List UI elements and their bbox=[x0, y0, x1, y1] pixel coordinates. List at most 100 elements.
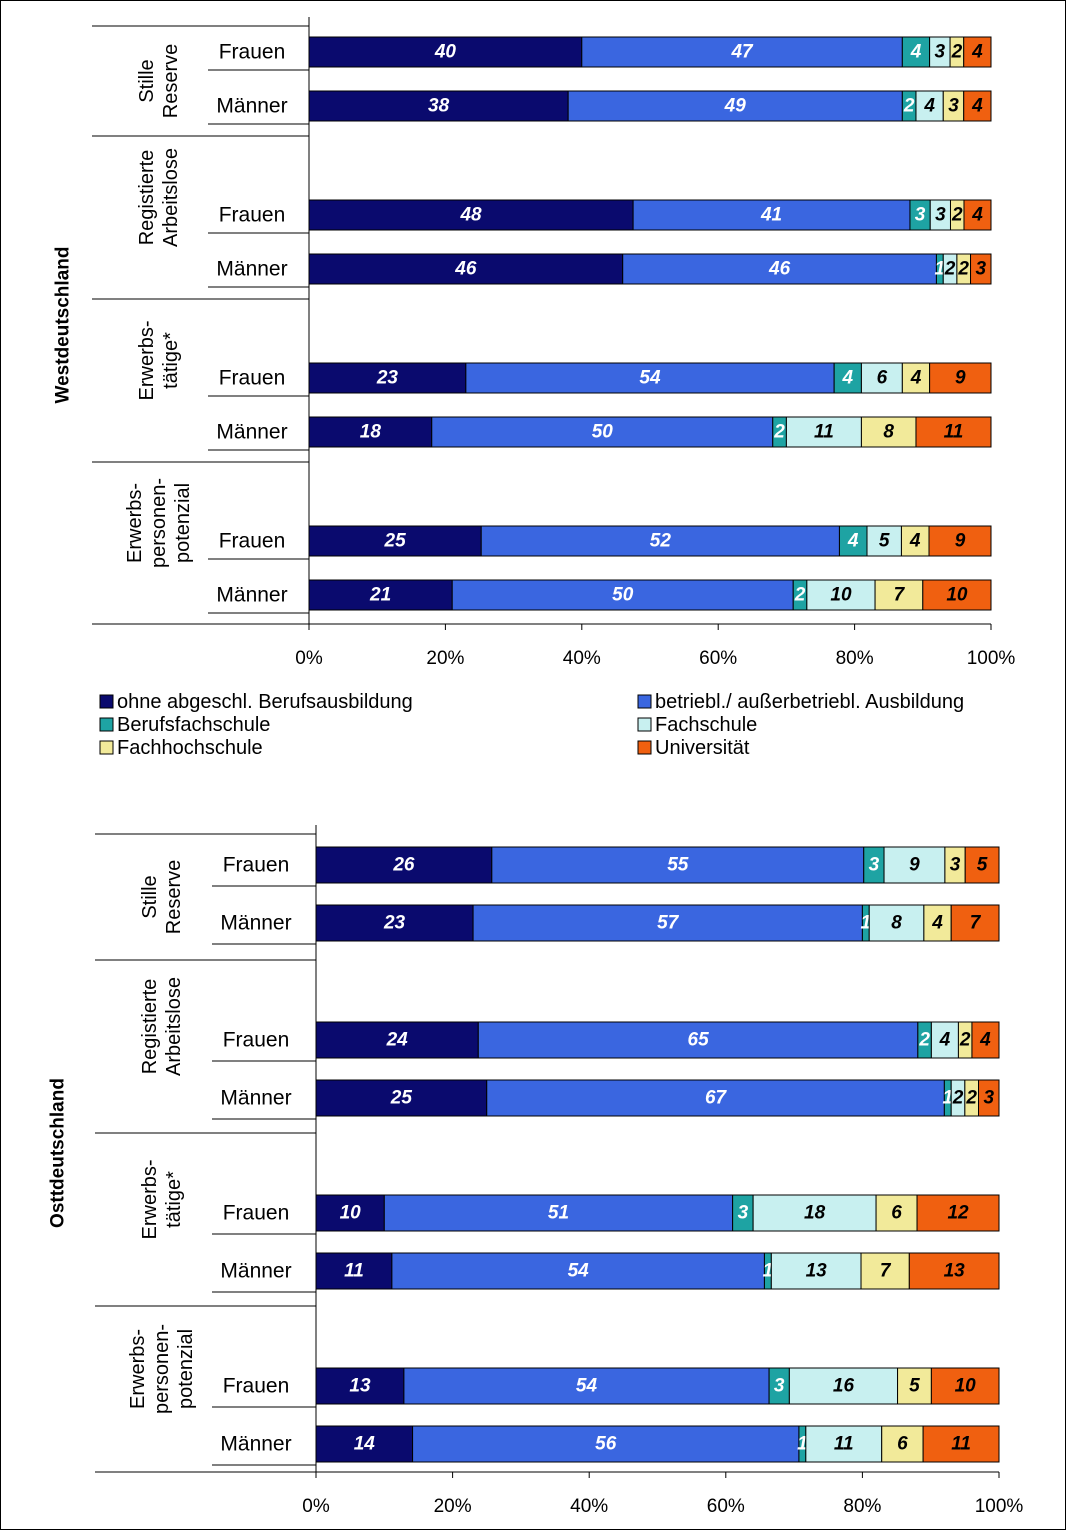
x-tick-label: 20% bbox=[426, 648, 464, 669]
group-label-erwerbs-personen-potenzial: Erwerbs-personen-potenzial bbox=[127, 1324, 197, 1414]
legend-swatch-fachschule bbox=[637, 717, 652, 732]
bar-segment-universität bbox=[970, 253, 992, 285]
bar-segment-betriebl-außerbetriebl-ausbildung bbox=[403, 1367, 770, 1405]
data-label: 50 bbox=[592, 422, 614, 443]
data-label: 3 bbox=[915, 205, 926, 226]
bar-segment-fachschule bbox=[770, 1252, 862, 1290]
x-tick-label: 40% bbox=[570, 1496, 608, 1517]
bar-segment-universität bbox=[915, 416, 992, 448]
bar-segment-betriebl-außerbetriebl-ausbildung bbox=[632, 199, 911, 231]
bar-segment-ohne-abgeschl-berufsausbildung bbox=[308, 253, 624, 285]
data-label: 9 bbox=[955, 368, 966, 389]
data-label: 2 bbox=[918, 1030, 930, 1051]
data-label: 3 bbox=[774, 1376, 785, 1397]
bar-segment-ohne-abgeschl-berufsausbildung bbox=[308, 525, 482, 557]
group-label-registierte-arbeitslose: Registierte Arbeitslose bbox=[136, 148, 182, 247]
data-label: 49 bbox=[724, 96, 747, 117]
bar-segment-universität bbox=[922, 579, 992, 611]
bar-segment-universität bbox=[930, 1367, 1000, 1405]
data-label: 3 bbox=[975, 259, 986, 280]
data-label: 11 bbox=[834, 1434, 854, 1455]
bar-segment-universität bbox=[928, 525, 992, 557]
x-tick-label: 0% bbox=[302, 1496, 330, 1517]
group-label-line: potenzial bbox=[172, 483, 194, 563]
row-label-männer: Männer bbox=[220, 1433, 291, 1456]
bar-segment-fachschule bbox=[866, 525, 902, 557]
data-label: 56 bbox=[595, 1434, 617, 1455]
row-label-frauen: Frauen bbox=[223, 1029, 290, 1052]
bar-segment-betriebl-außerbetriebl-ausbildung bbox=[465, 362, 835, 394]
x-tick-label: 100% bbox=[967, 648, 1016, 669]
data-label: 6 bbox=[891, 1203, 902, 1224]
bar-segment-fachhochschule bbox=[901, 362, 931, 394]
data-label: 4 bbox=[939, 1030, 951, 1051]
group-label-line: personen- bbox=[148, 478, 170, 568]
row-label-frauen: Frauen bbox=[223, 854, 290, 877]
data-label: 5 bbox=[909, 1376, 920, 1397]
bar-segment-berufsfachschule bbox=[833, 362, 862, 394]
group-label-line: potenzial bbox=[175, 1329, 197, 1409]
data-label: 46 bbox=[768, 259, 791, 280]
group-label-line: Reserve bbox=[163, 860, 185, 934]
data-label: 11 bbox=[814, 422, 834, 443]
bar-segment-fachschule bbox=[930, 1021, 959, 1059]
data-label: 4 bbox=[979, 1030, 991, 1051]
data-label: 3 bbox=[983, 1088, 994, 1109]
bar-segment-ohne-abgeschl-berufsausbildung bbox=[308, 362, 467, 394]
bar-segment-universität bbox=[922, 1425, 1000, 1463]
data-label: 2 bbox=[794, 585, 806, 606]
data-label: 1 bbox=[797, 1434, 808, 1455]
group-label-erwerbs-tätige: Erwerbs-tätige* bbox=[139, 1159, 185, 1239]
bar-segment-universität bbox=[964, 846, 1000, 884]
bar-segment-ohne-abgeschl-berufsausbildung bbox=[315, 1252, 393, 1290]
data-label: 5 bbox=[977, 855, 988, 876]
x-tick-label: 0% bbox=[295, 648, 323, 669]
bar-segment-betriebl-außerbetriebl-ausbildung bbox=[491, 846, 865, 884]
data-label: 3 bbox=[950, 855, 961, 876]
row-label-frauen: Frauen bbox=[219, 204, 286, 227]
group-label-line: Erwerbs- bbox=[139, 1159, 161, 1239]
data-label: 2 bbox=[951, 42, 963, 63]
data-label: 47 bbox=[730, 42, 754, 63]
data-label: 18 bbox=[804, 1203, 826, 1224]
data-label: 23 bbox=[376, 368, 399, 389]
data-label: 18 bbox=[360, 422, 382, 443]
legend: ohne abgeschl. Berufsausbildung betriebl.… bbox=[99, 691, 964, 759]
data-label: 11 bbox=[344, 1261, 364, 1282]
row-label-männer: Männer bbox=[216, 421, 287, 444]
data-label: 67 bbox=[705, 1088, 728, 1109]
bar-segment-fachschule bbox=[752, 1194, 877, 1232]
row-label-frauen: Frauen bbox=[223, 1375, 290, 1398]
data-label: 54 bbox=[576, 1376, 598, 1397]
bar-segment-ohne-abgeschl-berufsausbildung bbox=[308, 90, 569, 122]
bar-segment-berufsfachschule bbox=[838, 525, 868, 557]
bar-segment-universität bbox=[963, 90, 992, 122]
row-label-männer: Männer bbox=[216, 95, 287, 118]
data-label: 54 bbox=[639, 368, 661, 389]
data-label: 2 bbox=[951, 205, 963, 226]
data-label: 24 bbox=[386, 1030, 409, 1051]
x-tick-label: 100% bbox=[975, 1496, 1024, 1517]
bar-segment-universität bbox=[978, 1079, 1000, 1117]
bar-segment-fachschule bbox=[785, 416, 862, 448]
data-label: 9 bbox=[955, 531, 966, 552]
bar-segment-fachhochschule bbox=[923, 904, 952, 942]
bar-segment-fachhochschule bbox=[875, 1194, 918, 1232]
bar-segment-berufsfachschule bbox=[901, 36, 931, 68]
data-label: 4 bbox=[910, 42, 922, 63]
group-label-line: tätige* bbox=[160, 332, 182, 389]
bar-segment-ohne-abgeschl-berufsausbildung bbox=[308, 36, 583, 68]
data-label: 38 bbox=[428, 96, 450, 117]
data-label: 3 bbox=[935, 42, 946, 63]
legend-swatch-berufsfachschule bbox=[99, 717, 114, 732]
data-label: 3 bbox=[948, 96, 959, 117]
x-tick-label: 80% bbox=[836, 648, 874, 669]
legend-swatch-universität bbox=[637, 740, 652, 755]
data-label: 54 bbox=[568, 1261, 590, 1282]
bar-segment-ohne-abgeschl-berufsausbildung bbox=[308, 416, 433, 448]
data-label: 10 bbox=[830, 585, 852, 606]
x-tick-label: 60% bbox=[707, 1496, 745, 1517]
legend-swatch-fachhochschule bbox=[99, 740, 114, 755]
bar-segment-universität bbox=[963, 199, 992, 231]
